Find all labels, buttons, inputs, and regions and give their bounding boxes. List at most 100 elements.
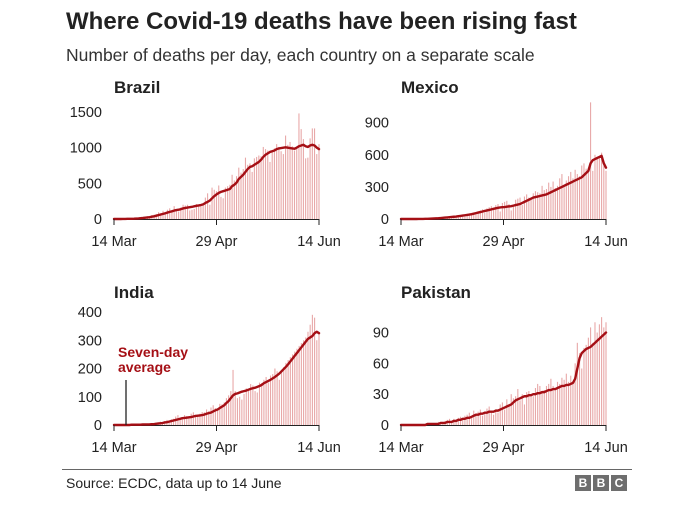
- data-bar: [209, 204, 211, 219]
- y-tick-label: 0: [94, 418, 102, 434]
- data-bar: [550, 186, 552, 219]
- data-bar: [239, 396, 241, 425]
- data-bar: [242, 169, 244, 219]
- data-bar: [475, 413, 477, 425]
- data-bar: [468, 214, 470, 219]
- y-tick-label: 200: [78, 362, 102, 378]
- data-bar: [267, 382, 269, 426]
- data-bar: [521, 394, 523, 425]
- data-bar: [459, 215, 462, 219]
- annotation-label: Seven-day: [118, 344, 188, 360]
- data-bar: [186, 415, 188, 425]
- data-bar: [280, 369, 283, 425]
- chart-title: Mexico: [401, 78, 459, 97]
- data-bar: [486, 208, 488, 219]
- data-bar: [583, 347, 585, 425]
- data-bar: [490, 410, 492, 425]
- data-bar: [263, 379, 265, 425]
- data-bar: [214, 408, 216, 425]
- logo-letter-c: C: [611, 475, 627, 491]
- footer-divider: [62, 469, 632, 470]
- data-bar: [570, 375, 572, 425]
- data-bar: [554, 187, 556, 219]
- data-bar: [213, 189, 215, 219]
- y-tick-label: 0: [94, 212, 102, 228]
- x-tick-label: 29 Apr: [196, 234, 238, 250]
- data-bar: [244, 157, 247, 219]
- data-bar: [171, 211, 173, 219]
- data-bar: [488, 207, 490, 219]
- data-bar: [517, 198, 519, 219]
- data-bar: [587, 167, 589, 219]
- data-bar: [256, 156, 258, 219]
- data-bar: [493, 208, 495, 219]
- data-bar: [200, 206, 202, 219]
- data-bar: [247, 164, 249, 219]
- data-bar: [590, 102, 592, 219]
- data-bar: [249, 163, 251, 219]
- data-bar: [316, 340, 318, 425]
- data-bar: [233, 180, 235, 219]
- data-bar: [173, 206, 175, 219]
- data-bar: [175, 209, 177, 219]
- data-bar: [519, 197, 521, 219]
- data-bar: [552, 385, 554, 425]
- data-bar: [188, 417, 190, 425]
- data-bar: [598, 156, 600, 219]
- data-bar: [581, 368, 583, 425]
- data-bar: [282, 154, 284, 219]
- data-bar: [289, 357, 291, 425]
- data-bar: [482, 415, 484, 425]
- data-bar: [541, 392, 543, 425]
- data-bar: [210, 407, 212, 425]
- data-bar: [504, 409, 506, 425]
- data-bar: [473, 410, 475, 425]
- x-tick-label: 14 Mar: [91, 440, 136, 456]
- data-bar: [457, 216, 459, 219]
- data-bar: [592, 342, 594, 425]
- data-bar: [543, 190, 545, 219]
- chart-panel-mexico: Mexico 0 300 600 900 14 Mar 29 Apr 14 Jun: [365, 78, 628, 250]
- seven-day-average-line: [112, 143, 321, 221]
- data-bar: [572, 383, 574, 425]
- chart-title: Pakistan: [401, 283, 471, 302]
- data-bar: [508, 406, 510, 425]
- chart-title: Brazil: [114, 78, 160, 97]
- data-bar: [523, 404, 525, 425]
- data-bar: [512, 205, 514, 219]
- data-bar: [269, 161, 271, 219]
- page-title: Where Covid-19 deaths have been rising f…: [66, 8, 577, 35]
- data-bar: [579, 353, 581, 425]
- data-bar: [563, 379, 565, 425]
- data-bar: [545, 385, 548, 425]
- data-bar: [605, 170, 607, 219]
- data-bar: [501, 402, 503, 425]
- data-bar: [590, 327, 592, 425]
- data-bar: [528, 391, 530, 425]
- data-bar: [291, 146, 293, 219]
- data-bar: [307, 331, 309, 425]
- data-bar: [264, 149, 267, 219]
- page-subtitle: Number of deaths per day, each country o…: [66, 45, 535, 65]
- data-bar: [506, 399, 508, 425]
- data-bar: [512, 398, 514, 425]
- data-bar: [530, 198, 532, 219]
- data-bar: [556, 381, 559, 425]
- data-bar: [592, 170, 594, 219]
- data-bar: [272, 374, 274, 425]
- data-bar: [550, 378, 552, 425]
- y-tick-label: 0: [381, 418, 389, 434]
- data-bar: [232, 369, 234, 425]
- data-bar: [294, 351, 296, 425]
- data-bar: [243, 393, 245, 425]
- data-bar: [169, 208, 171, 219]
- data-bar: [234, 391, 236, 425]
- data-bar: [493, 414, 495, 425]
- data-bar: [579, 176, 581, 219]
- data-bar: [245, 388, 247, 425]
- x-tick-label: 29 Apr: [483, 440, 525, 456]
- data-bar: [296, 146, 298, 219]
- data-bar: [556, 185, 559, 219]
- data-bar: [254, 391, 256, 425]
- data-bar: [298, 113, 300, 219]
